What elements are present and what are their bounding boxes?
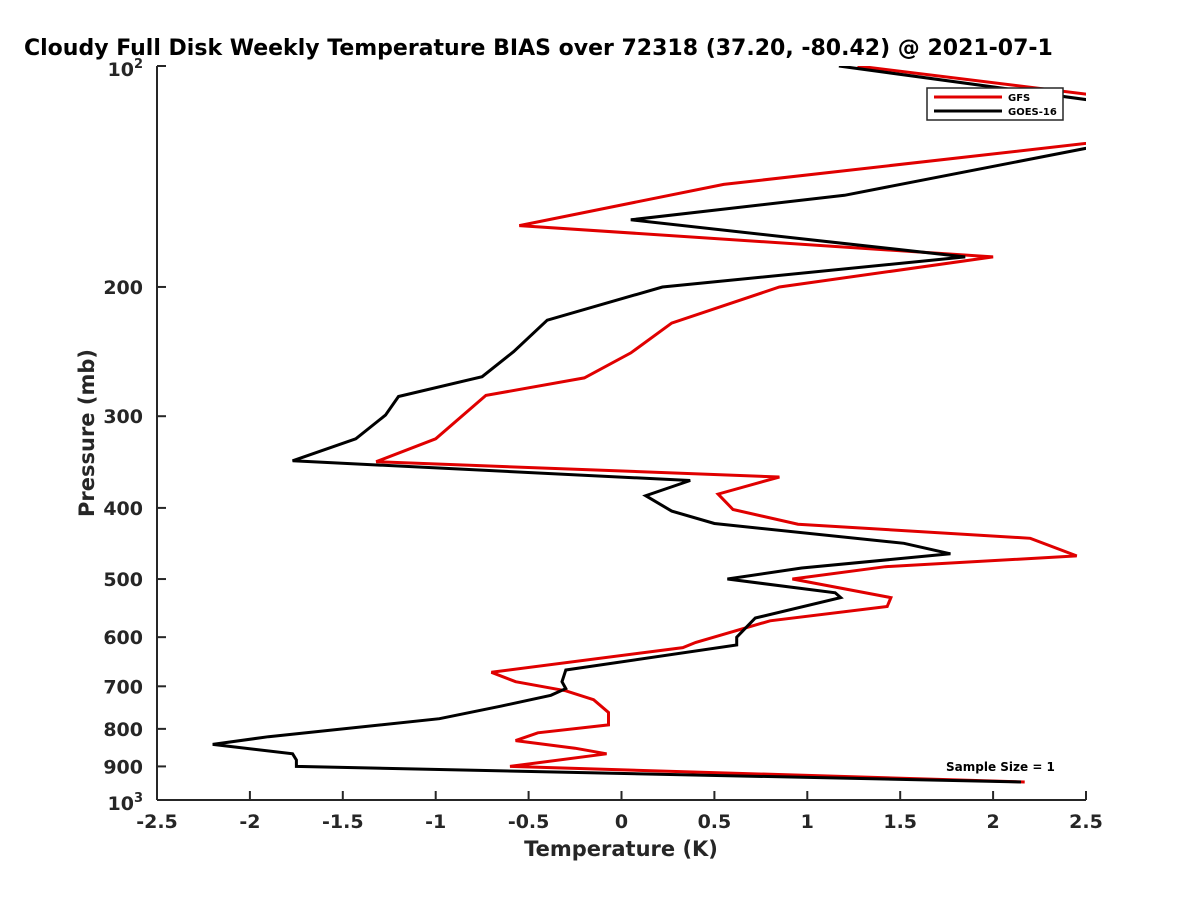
y-tick-label-exponent: 3 [134,791,143,806]
y-tick-label-exponent: 2 [134,57,143,72]
chart-title: Cloudy Full Disk Weekly Temperature BIAS… [24,36,1053,61]
y-tick-label: 700 [103,676,143,698]
y-tick-label: 800 [103,719,143,741]
y-tick-label: 300 [103,406,143,428]
y-tick-label-base: 10 [108,59,134,81]
y-tick-label: 200 [103,277,143,299]
y-tick-label: 600 [103,627,143,649]
y-axis-label: Pressure (mb) [75,349,99,517]
x-tick-label: 0.5 [698,811,732,833]
x-tick-label: 2 [986,811,999,833]
legend: GFS GOES-16 [926,87,1064,121]
x-tick-label: -2 [239,811,260,833]
x-tick-label: 1.5 [883,811,917,833]
y-tick-label: 900 [103,756,143,778]
x-tick-label: 2.5 [1069,811,1103,833]
sample-size-annotation: Sample Size = 1 [946,760,1055,774]
y-tick-label: 500 [103,569,143,591]
y-tick-label: 400 [103,498,143,520]
y-tick-label: 102 [108,57,144,81]
series-line-gfs [375,66,1086,784]
x-ticks: -2.5 -2 -1.5 -1 -0.5 0 0.5 1 1.5 2 2.5 [136,791,1103,833]
x-tick-label: 1 [801,811,814,833]
y-tick-label-base: 10 [108,793,134,815]
x-tick-label: -1.5 [322,811,364,833]
legend-label-goes16: GOES-16 [1008,107,1057,118]
x-tick-label: 0 [615,811,628,833]
x-tick-label: -1 [425,811,446,833]
series-line-goes16 [212,66,1086,784]
x-axis-label: Temperature (K) [524,837,718,861]
legend-box [926,87,1064,121]
x-tick-label: -2.5 [136,811,178,833]
y-tick-label: 103 [108,791,144,815]
legend-label-gfs: GFS [1008,93,1030,104]
series-group [212,66,1086,784]
x-tick-label: -0.5 [508,811,550,833]
